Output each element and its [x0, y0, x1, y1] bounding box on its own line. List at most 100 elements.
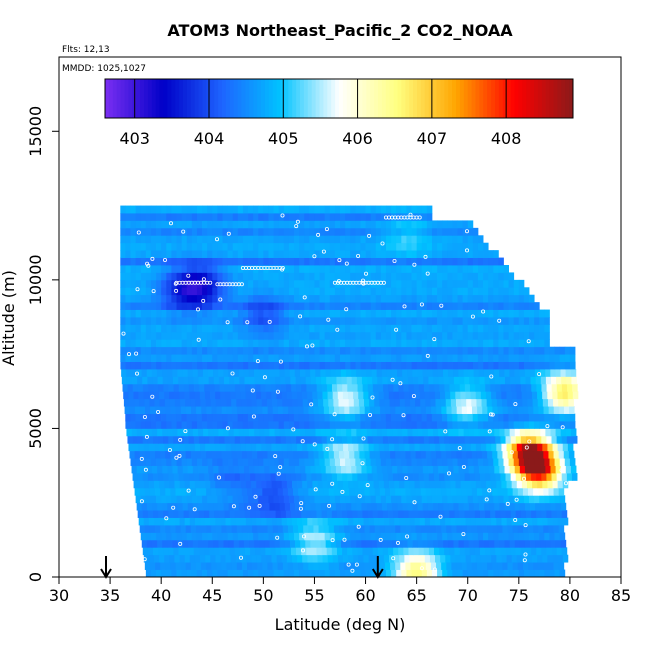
- heatmap-cell: [534, 413, 540, 422]
- heatmap-cell: [171, 302, 177, 310]
- heatmap-cell: [177, 539, 184, 548]
- heatmap-cell: [187, 428, 194, 437]
- heatmap-cell: [234, 510, 241, 518]
- heatmap-cell: [453, 465, 459, 474]
- flights-label: Flts: 12,13: [62, 45, 110, 55]
- colorbar-swatch: [397, 79, 402, 118]
- heatmap-cell: [258, 532, 264, 541]
- heatmap-cell: [314, 213, 320, 221]
- heatmap-cell: [454, 473, 460, 481]
- heatmap-cell: [207, 361, 213, 370]
- heatmap-cell: [229, 383, 236, 392]
- heatmap-cell: [396, 346, 402, 355]
- heatmap-cell: [196, 294, 203, 303]
- heatmap-cell: [140, 205, 147, 214]
- heatmap-cell: [202, 324, 208, 333]
- heatmap-cell: [486, 517, 492, 526]
- heatmap-cell: [427, 369, 434, 377]
- heatmap-cell: [561, 473, 568, 481]
- heatmap-cell: [556, 510, 563, 518]
- heatmap-cell: [130, 309, 137, 318]
- heatmap-cell: [416, 265, 423, 273]
- heatmap-cell: [388, 435, 394, 444]
- heatmap-cell: [201, 450, 207, 459]
- heatmap-cell: [170, 406, 177, 414]
- heatmap-cell: [540, 428, 546, 437]
- heatmap-cell: [158, 547, 164, 556]
- heatmap-cell: [205, 554, 211, 563]
- heatmap-cell: [395, 525, 401, 533]
- heatmap-cell: [389, 517, 395, 526]
- heatmap-cell: [342, 383, 348, 392]
- heatmap-cell: [217, 421, 223, 429]
- sample-point: [214, 237, 219, 242]
- heatmap-cell: [207, 569, 213, 578]
- heatmap-cell: [471, 450, 478, 459]
- heatmap-cell: [135, 250, 142, 258]
- heatmap-cell: [517, 525, 524, 533]
- heatmap-cell: [493, 272, 499, 281]
- heatmap-cell: [168, 473, 174, 481]
- heatmap-cell: [314, 421, 320, 429]
- heatmap-cell: [360, 250, 366, 258]
- heatmap-cell: [161, 205, 167, 214]
- heatmap-cell: [496, 554, 502, 563]
- heatmap-cell: [467, 302, 474, 310]
- heatmap-cell: [447, 354, 453, 362]
- heatmap-cell: [196, 220, 203, 229]
- heatmap-cell: [227, 532, 234, 541]
- colorbar-swatch: [339, 79, 344, 118]
- heatmap-cell: [308, 406, 315, 414]
- heatmap-cell: [202, 331, 208, 340]
- heatmap-cell: [177, 428, 184, 437]
- heatmap-cell: [427, 502, 434, 511]
- heatmap-cell: [385, 213, 392, 221]
- heatmap-cell: [413, 547, 420, 556]
- heatmap-cell: [161, 213, 167, 221]
- heatmap-cell: [472, 227, 479, 236]
- heatmap-cell: [355, 287, 361, 296]
- heatmap-cell: [252, 487, 258, 496]
- heatmap-cell: [421, 413, 428, 422]
- heatmap-cell: [228, 465, 235, 474]
- heatmap-cell: [551, 510, 558, 518]
- heatmap-cell: [210, 391, 216, 400]
- sample-point: [419, 302, 424, 307]
- heatmap-cell: [237, 287, 244, 296]
- heatmap-cell: [214, 383, 220, 392]
- heatmap-cell: [462, 346, 469, 355]
- heatmap-cell: [385, 309, 392, 318]
- heatmap-cell: [486, 554, 492, 563]
- heatmap-cell: [227, 569, 234, 578]
- heatmap-cell: [340, 354, 346, 362]
- heatmap-cell: [401, 458, 407, 466]
- heatmap-cell: [304, 354, 310, 362]
- heatmap-cell: [209, 547, 215, 556]
- heatmap-cell: [217, 302, 223, 310]
- heatmap-cell: [416, 495, 423, 504]
- y-tick-label: 0: [26, 572, 45, 582]
- heatmap-cell: [401, 532, 407, 541]
- heatmap-cell: [150, 279, 157, 288]
- heatmap-cell: [350, 458, 356, 466]
- y-tick-label: 5000: [26, 408, 45, 449]
- heatmap-cell: [159, 398, 166, 407]
- heatmap-cell: [263, 220, 269, 229]
- heatmap-cell: [268, 421, 274, 429]
- heatmap-cell: [447, 250, 453, 258]
- heatmap-cell: [442, 220, 448, 229]
- heatmap-cell: [271, 443, 278, 452]
- heatmap-cell: [411, 495, 418, 504]
- colorbar-swatch: [537, 79, 543, 118]
- heatmap-cell: [346, 502, 352, 511]
- sample-point: [560, 425, 565, 430]
- heatmap-cell: [479, 376, 485, 385]
- heatmap-cell: [447, 324, 453, 333]
- heatmap-cell: [375, 235, 382, 244]
- heatmap-cell: [329, 287, 336, 296]
- heatmap-cell: [258, 265, 264, 273]
- heatmap-cell: [122, 383, 129, 392]
- heatmap-cell: [317, 554, 324, 563]
- heatmap-cell: [299, 309, 305, 318]
- heatmap-cell: [492, 525, 498, 533]
